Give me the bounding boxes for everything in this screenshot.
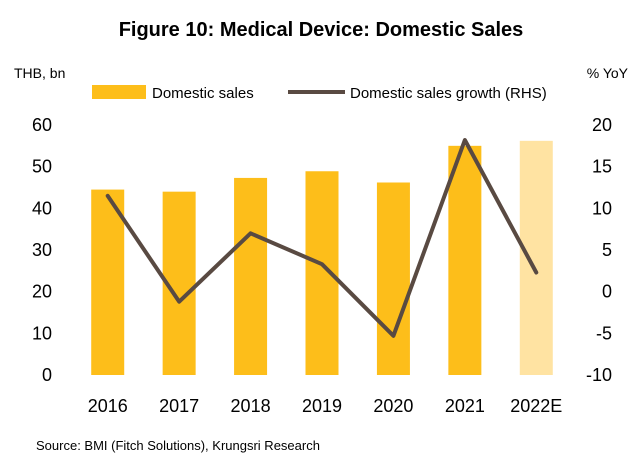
bar-2018	[234, 177, 268, 375]
left-axis-unit: THB, bn	[14, 65, 65, 81]
left-tick-label: 30	[32, 240, 52, 260]
legend-line-label: Domestic sales growth (RHS)	[350, 85, 547, 102]
category-label: 2019	[302, 396, 342, 416]
right-tick-label: -10	[586, 365, 612, 385]
right-tick-label: 20	[592, 115, 612, 135]
growth-point-2020	[392, 335, 394, 337]
growth-line-layer	[105, 138, 539, 338]
left-tick-label: 40	[32, 198, 52, 218]
category-label: 2021	[445, 396, 485, 416]
category-label: 2020	[373, 396, 413, 416]
category-labels: 2016 2017 2018 2019 2020 2021 2022E	[88, 396, 563, 416]
bar-2022E	[519, 140, 553, 375]
right-tick-label: 15	[592, 157, 612, 177]
chart-title: Figure 10: Medical Device: Domestic Sale…	[119, 19, 524, 41]
left-axis-ticks: 0 10 20 30 40 50 60	[32, 115, 52, 385]
right-tick-label: -5	[596, 323, 612, 343]
legend-bar-label: Domestic sales	[152, 85, 254, 102]
right-tick-label: 10	[592, 198, 612, 218]
left-tick-label: 10	[32, 323, 52, 343]
growth-point-2016	[107, 195, 109, 197]
legend-bar-swatch	[92, 85, 146, 99]
growth-point-2017	[178, 301, 180, 303]
left-tick-label: 0	[42, 365, 52, 385]
left-tick-label: 50	[32, 157, 52, 177]
growth-point-2022E	[535, 272, 537, 273]
legend: Domestic sales Domestic sales growth (RH…	[92, 85, 547, 102]
source-note: Source: BMI (Fitch Solutions), Krungsri …	[36, 438, 320, 453]
left-tick-label: 60	[32, 115, 52, 135]
category-label: 2018	[231, 396, 271, 416]
growth-point-2019	[321, 263, 323, 265]
bar-2020	[376, 182, 410, 375]
growth-point-2021	[464, 139, 466, 141]
bar-2021	[448, 145, 482, 375]
bar-2016	[91, 189, 125, 375]
left-tick-label: 20	[32, 282, 52, 302]
category-label: 2022E	[510, 396, 562, 416]
right-axis-unit: % YoY	[587, 65, 629, 81]
category-label: 2016	[88, 396, 128, 416]
right-tick-label: 5	[602, 240, 612, 260]
right-axis-ticks: -10 -5 0 5 10 15 20	[586, 115, 612, 385]
right-tick-label: 0	[602, 282, 612, 302]
category-label: 2017	[159, 396, 199, 416]
growth-point-2018	[250, 232, 252, 234]
